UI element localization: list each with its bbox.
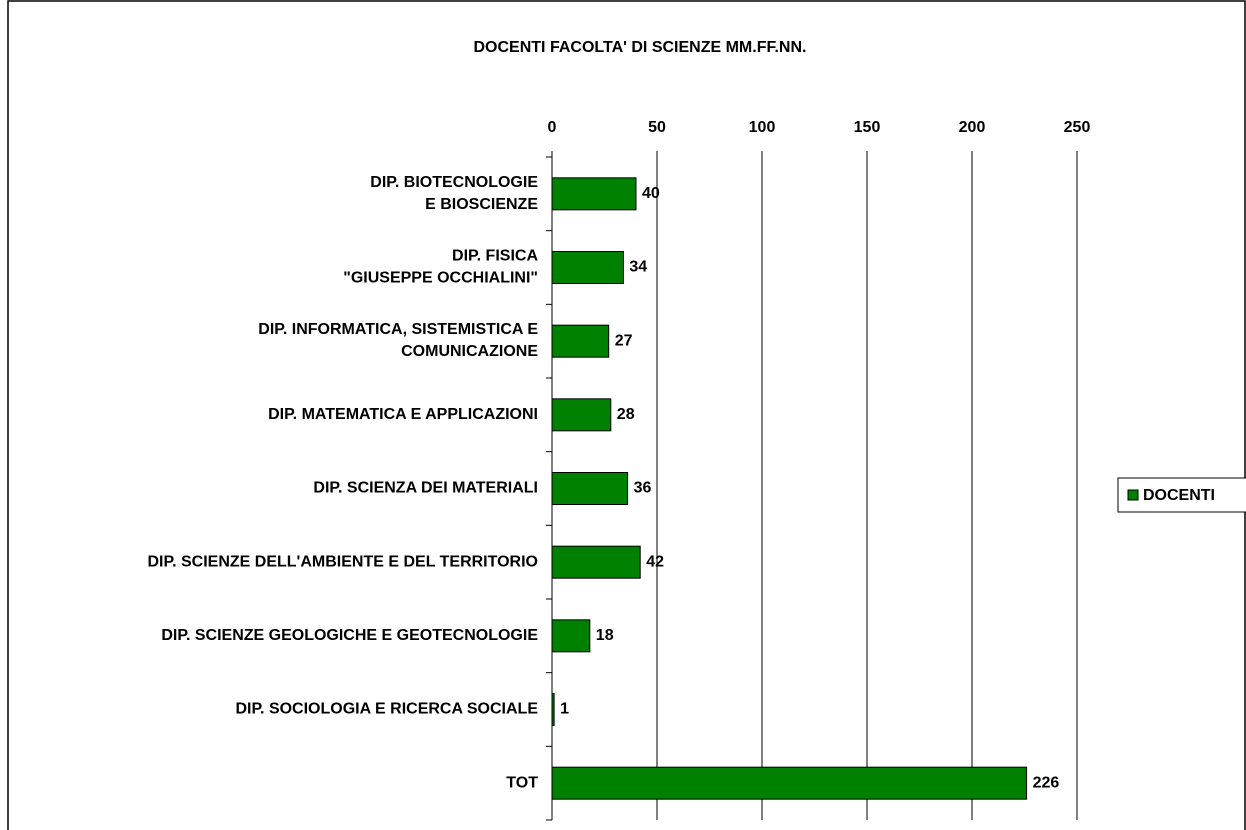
y-tick-label: DIP. BIOTECNOLOGIE E BIOSCIENZE <box>370 174 538 213</box>
x-tick-label: 150 <box>854 119 881 136</box>
y-tick-label: TOT <box>506 774 538 791</box>
bar <box>551 177 637 211</box>
x-tick-label: 50 <box>648 119 666 136</box>
value-label: 40 <box>642 185 660 202</box>
y-tick-label: DIP. SCIENZE GEOLOGICHE E GEOTECNOLOGIE <box>161 627 538 644</box>
value-label: 27 <box>615 332 633 349</box>
value-label: 42 <box>646 553 664 570</box>
bar <box>551 398 612 432</box>
value-label: 28 <box>617 406 635 423</box>
bar <box>551 619 591 653</box>
value-label: 18 <box>596 627 614 644</box>
legend-swatch <box>1127 489 1139 501</box>
y-tick-label: DIP. SCIENZE DELL'AMBIENTE E DEL TERRITO… <box>147 553 538 570</box>
x-tick-label: 0 <box>548 119 557 136</box>
chart-frame <box>7 0 1246 830</box>
y-tick-label: DIP. SOCIOLOGIA E RICERCA SOCIALE <box>235 701 538 718</box>
legend-label: DOCENTI <box>1143 487 1215 504</box>
chart-title: DOCENTI FACOLTA' DI SCIENZE MM.FF.NN. <box>474 39 807 56</box>
bar <box>551 472 629 505</box>
value-label: 34 <box>629 259 647 276</box>
bar <box>551 693 555 726</box>
y-tick-label: DIP. MATEMATICA E APPLICAZIONI <box>268 406 538 423</box>
y-tick-label: DIP. INFORMATICA, SISTEMISTICA E COMUNICA… <box>258 321 538 360</box>
bar <box>551 766 1028 800</box>
bar <box>551 545 641 579</box>
bar <box>551 251 624 284</box>
y-tick-label: DIP. FISICA "GIUSEPPE OCCHIALINI" <box>343 248 538 287</box>
legend-box <box>1117 477 1246 513</box>
value-label: 226 <box>1033 774 1060 791</box>
x-tick-label: 100 <box>749 119 776 136</box>
bar <box>551 324 610 358</box>
value-label: 36 <box>634 480 652 497</box>
x-tick-label: 200 <box>959 119 986 136</box>
x-tick-label: 250 <box>1064 119 1091 136</box>
y-tick-label: DIP. SCIENZA DEI MATERIALI <box>313 480 538 497</box>
value-label: 1 <box>560 701 569 718</box>
